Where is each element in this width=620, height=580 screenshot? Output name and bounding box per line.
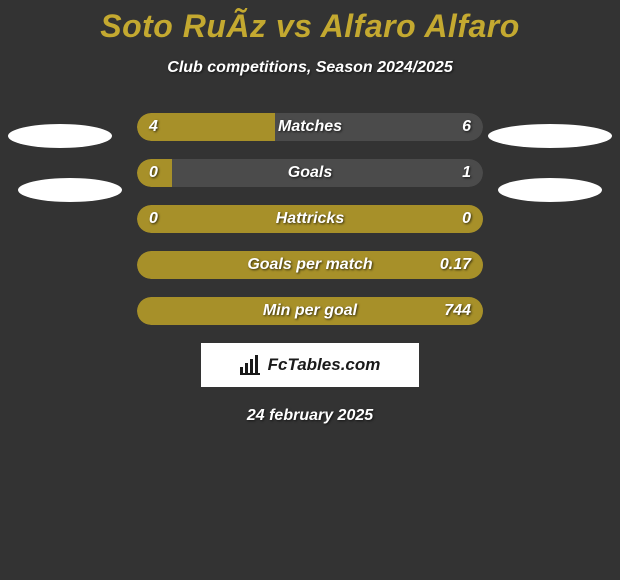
bar-track <box>137 205 483 233</box>
bar-left <box>137 251 483 279</box>
bar-chart-icon <box>240 355 262 375</box>
badge-text: FcTables.com <box>268 355 381 375</box>
stat-row: Hattricks00 <box>137 205 483 233</box>
bar-track <box>137 251 483 279</box>
stat-row: Matches46 <box>137 113 483 141</box>
subtitle: Club competitions, Season 2024/2025 <box>0 59 620 77</box>
decorative-ellipse <box>8 124 112 148</box>
source-badge: FcTables.com <box>201 343 419 387</box>
bar-right <box>172 159 483 187</box>
decorative-ellipse <box>498 178 602 202</box>
bar-left <box>137 159 172 187</box>
decorative-ellipse <box>488 124 612 148</box>
stat-row: Goals per match0.17 <box>137 251 483 279</box>
bar-left <box>137 297 483 325</box>
bar-right <box>275 113 483 141</box>
bar-track <box>137 113 483 141</box>
stat-row: Goals01 <box>137 159 483 187</box>
decorative-ellipse <box>18 178 122 202</box>
bar-track <box>137 297 483 325</box>
stat-row: Min per goal744 <box>137 297 483 325</box>
page-title: Soto RuÃ­z vs Alfaro Alfaro <box>0 0 620 45</box>
date-text: 24 february 2025 <box>0 407 620 425</box>
bar-left <box>137 205 483 233</box>
bar-left <box>137 113 275 141</box>
bar-track <box>137 159 483 187</box>
